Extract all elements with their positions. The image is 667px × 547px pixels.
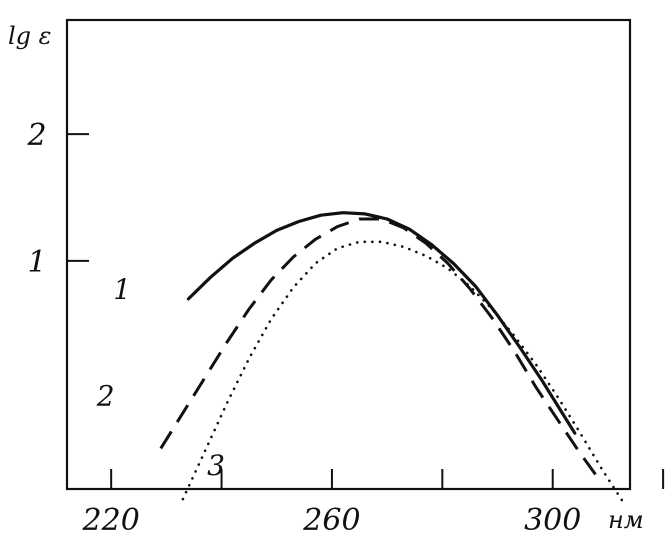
y-axis-ticks: 12 [26, 118, 89, 280]
series-layer [159, 211, 626, 506]
x-tick-label-300: 300 [524, 503, 581, 538]
x-axis-unit: нм [608, 506, 644, 534]
x-axis-ticks: 220 260 300 [82, 469, 665, 538]
x-tick-label-220: 220 [82, 503, 140, 538]
series-label-1: 1 [113, 273, 131, 306]
y-tick-label-1: 1 [27, 245, 46, 280]
series-line-2 [159, 217, 599, 478]
plot-frame [65, 18, 632, 491]
y-tick-label-2: 2 [26, 118, 46, 153]
series-labels: 1 2 3 [96, 273, 225, 482]
series-label-3: 3 [207, 449, 225, 482]
series-line-1 [186, 211, 577, 435]
y-axis-label: lg ε [8, 22, 52, 50]
series-line-3 [181, 240, 626, 506]
x-tick-label-260: 260 [302, 503, 360, 538]
series-label-2: 2 [96, 379, 115, 412]
